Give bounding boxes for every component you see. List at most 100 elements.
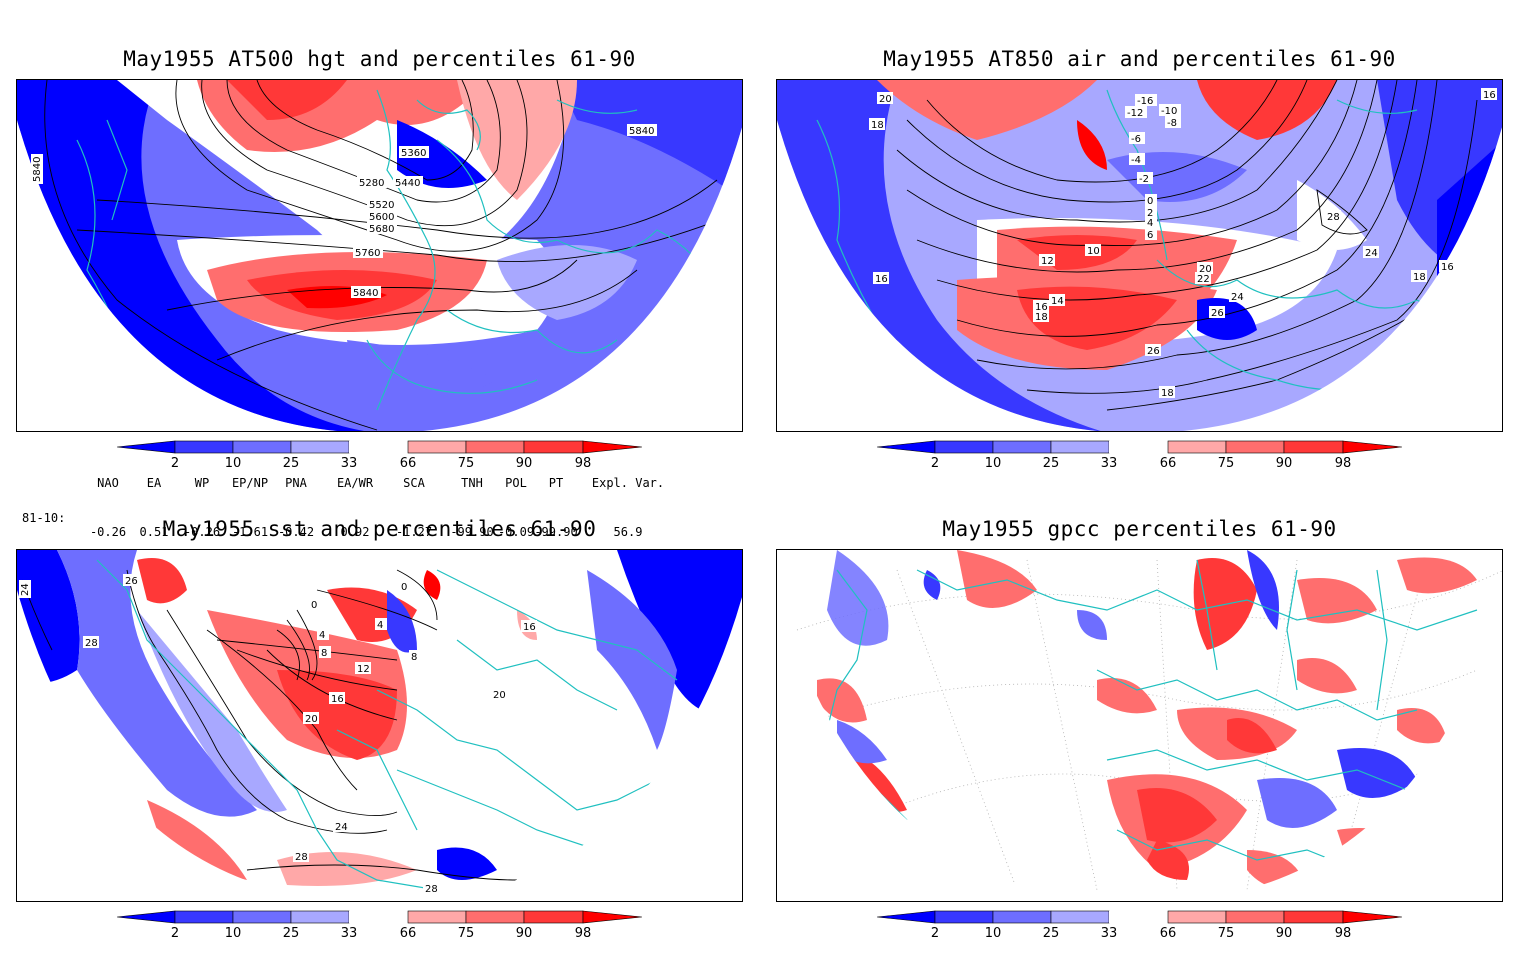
colorbar-swatch (1167, 440, 1227, 454)
index-value: 0.51 (139, 525, 169, 539)
colorbar-tick-label: 25 (282, 926, 300, 941)
contour-label: 28 (85, 638, 98, 649)
colorbar-swatch (174, 440, 234, 454)
contour-label: 5840 (629, 126, 654, 137)
colorbar-tick-label: 33 (340, 926, 358, 941)
colorbar-swatch (1283, 910, 1344, 924)
index-value: -1.27 (395, 525, 433, 539)
contour-label: 5680 (369, 224, 394, 235)
panel-title-hgt: May1955 AT500 hgt and percentiles 61-90 (123, 47, 636, 71)
contour-label: 5840 (32, 157, 43, 182)
colorbar-swatch (465, 440, 525, 454)
colorbar-tick-label: 10 (224, 456, 242, 471)
index-value: -0.26 (89, 525, 127, 539)
colorbar-sst: 2 10 25 33 66 75 90 98 (117, 910, 642, 954)
contour-label: 16 (331, 694, 344, 705)
contour-label: -8 (1167, 118, 1177, 129)
contour-label: 5440 (395, 178, 420, 189)
contour-label: 0 (311, 600, 317, 611)
colorbar-svg (877, 910, 1402, 924)
contour-label: 8 (411, 652, 417, 663)
contour-label: 26 (1147, 346, 1160, 357)
index-row-label: 81-10: (22, 511, 66, 525)
contour-label: -10 (1161, 106, 1177, 117)
colorbar-swatch (174, 910, 234, 924)
colorbar-swatch (1050, 910, 1110, 924)
contour-label: 12 (357, 664, 370, 675)
colorbar-tick-label: 66 (399, 926, 417, 941)
colorbar-tick-label: 33 (1100, 456, 1118, 471)
contour-label: 18 (1413, 272, 1426, 283)
contour-label: -2 (1139, 174, 1149, 185)
panel-title-gpcc: May1955 gpcc percentiles 61-90 (942, 517, 1337, 541)
contour-label: 18 (1035, 312, 1048, 323)
colorbar-swatch (407, 440, 467, 454)
contour-label: 16 (875, 274, 888, 285)
index-header: POL (505, 476, 527, 490)
index-header: SCA (403, 476, 425, 490)
contour-label: 28 (425, 884, 438, 895)
index-value: -0.42 (277, 525, 315, 539)
air-map-svg: 20 18 -16 -12 -10 -8 -6 -4 -2 0 2 4 6 10… (777, 80, 1502, 431)
contour-label: 5280 (359, 178, 384, 189)
contour-label: 26 (125, 576, 138, 587)
contour-label: 18 (1161, 388, 1174, 399)
colorbar-gpcc: 2 10 25 33 66 75 90 98 (877, 910, 1402, 954)
colorbar-swatch (1050, 440, 1110, 454)
colorbar-swatch (290, 440, 350, 454)
colorbar-high-arrow (1342, 440, 1402, 454)
contour-label: 6 (1147, 230, 1153, 241)
colorbar-swatch (1109, 441, 1168, 453)
colorbar-swatch (349, 441, 408, 453)
contour-label: 24 (20, 583, 31, 596)
contour-label: -12 (1127, 108, 1143, 119)
colorbar-low-arrow (117, 910, 176, 924)
colorbar-tick-label: 2 (170, 926, 180, 941)
index-header: TNH (461, 476, 483, 490)
contour-label: 24 (1365, 248, 1378, 259)
index-headers-row: NAO EA WP EP/NP PNA EA/WR SCA TNH POL PT Expl. Var… (0, 476, 760, 492)
map-panel-sst: 24 26 28 0 0 4 4 8 8 12 16 20 16 20 24 2… (16, 549, 743, 902)
colorbar-tick-label: 10 (224, 926, 242, 941)
colorbar-tick-label: 98 (574, 926, 592, 941)
contour-label: 20 (493, 690, 506, 701)
colorbar-tick-label: 33 (1100, 926, 1118, 941)
colorbar-low-arrow (877, 440, 936, 454)
colorbar-swatch (349, 911, 408, 923)
colorbar-tick-label: 25 (1042, 926, 1060, 941)
gpcc-map-svg (796, 550, 1502, 891)
contour-label: 16 (523, 622, 536, 633)
contour-label: 16 (1483, 90, 1496, 101)
contour-label: -16 (1137, 96, 1153, 107)
colorbar-tick-label: 90 (1275, 456, 1293, 471)
colorbar-low-arrow (877, 910, 936, 924)
contour-label: 20 (305, 714, 318, 725)
contour-label: 5360 (401, 148, 426, 159)
colorbar-swatch (232, 440, 292, 454)
colorbar-tick-label: 90 (1275, 926, 1293, 941)
colorbar-swatch (1225, 910, 1285, 924)
index-value: -1.61 (231, 525, 269, 539)
colorbar-tick-label: 10 (984, 456, 1002, 471)
index-value: -0.26 (183, 525, 221, 539)
colorbar-tick-label: 90 (515, 456, 533, 471)
colorbar-high-arrow (582, 910, 642, 924)
colorbar-tick-label: 75 (457, 456, 475, 471)
contour-label: 0 (401, 582, 407, 593)
colorbar-swatch (465, 910, 525, 924)
index-header: EA/WR (336, 476, 374, 490)
colorbar-swatch (992, 910, 1052, 924)
colorbar-tick-label: 98 (574, 456, 592, 471)
index-header: EA (146, 476, 162, 490)
colorbar-svg (877, 440, 1402, 454)
colorbar-tick-label: 66 (399, 456, 417, 471)
contour-label: -6 (1131, 134, 1141, 145)
contour-label: 28 (295, 852, 308, 863)
contour-label: 5760 (355, 248, 380, 259)
contour-label: 2 (1147, 208, 1153, 219)
colorbar-tick-label: 98 (1334, 926, 1352, 941)
map-panel-gpcc (776, 549, 1503, 902)
contour-label: 20 (879, 94, 892, 105)
contour-label: 10 (1087, 246, 1100, 257)
contour-label: 16 (1035, 302, 1048, 313)
